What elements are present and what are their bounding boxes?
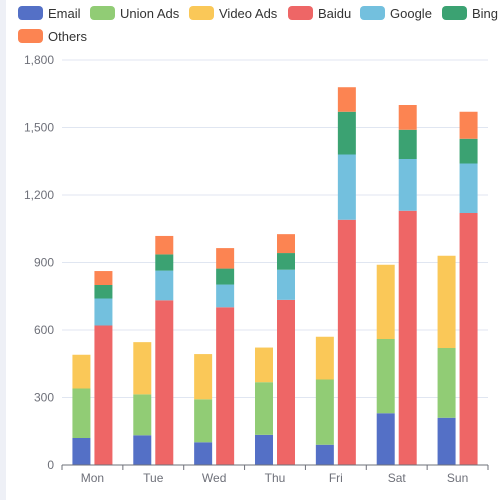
- bar-others-sun[interactable]: [459, 111, 478, 139]
- bar-baidu-thu[interactable]: [277, 299, 295, 465]
- y-axis: 0 300 600 900 1,200 1,500 1,800: [24, 53, 54, 472]
- bar-google-mon[interactable]: [94, 298, 113, 326]
- x-tick-label: Mon: [81, 471, 104, 485]
- bar-bing-wed[interactable]: [216, 268, 235, 285]
- bar-others-sat[interactable]: [398, 105, 417, 130]
- bar-email-fri[interactable]: [315, 444, 334, 465]
- x-axis: Mon Tue Wed Thu Fri Sat Sun: [61, 464, 489, 485]
- x-tick-label: Sun: [447, 471, 468, 485]
- legend-swatch-others: [18, 29, 43, 43]
- bar-email-wed[interactable]: [194, 442, 213, 465]
- legend-item-others[interactable]: Others: [18, 27, 87, 45]
- bar-video-ads-sun[interactable]: [437, 255, 456, 348]
- legend-swatch-baidu: [288, 6, 313, 20]
- legend-item-baidu[interactable]: Baidu: [288, 4, 351, 22]
- bar-baidu-sun[interactable]: [459, 213, 478, 465]
- bars: [72, 87, 478, 466]
- bar-baidu-mon[interactable]: [94, 325, 113, 466]
- bar-email-sun[interactable]: [437, 417, 456, 465]
- bar-bing-sat[interactable]: [398, 129, 417, 159]
- bar-google-sun[interactable]: [459, 163, 478, 214]
- x-tick-label: Thu: [265, 471, 286, 485]
- bar-bing-fri[interactable]: [337, 111, 356, 155]
- bar-others-wed[interactable]: [216, 248, 235, 269]
- bar-video-ads-mon[interactable]: [72, 354, 91, 389]
- bar-others-thu[interactable]: [277, 234, 295, 254]
- bar-video-ads-thu[interactable]: [255, 347, 273, 383]
- legend-label-union-ads: Union Ads: [120, 5, 180, 21]
- gridlines: [62, 59, 488, 398]
- legend-item-google[interactable]: Google: [360, 4, 432, 22]
- bar-others-fri[interactable]: [337, 87, 356, 112]
- bar-google-sat[interactable]: [398, 159, 417, 211]
- bar-union-ads-sat[interactable]: [376, 339, 395, 414]
- legend-swatch-email: [18, 6, 43, 20]
- bar-email-tue[interactable]: [133, 435, 152, 465]
- y-tick-label: 1,800: [24, 53, 54, 67]
- legend-item-union-ads[interactable]: Union Ads: [90, 4, 179, 22]
- bar-bing-mon[interactable]: [94, 285, 113, 299]
- bar-union-ads-tue[interactable]: [133, 394, 152, 436]
- y-tick-label: 0: [47, 458, 54, 472]
- bar-baidu-sat[interactable]: [398, 210, 417, 465]
- bar-baidu-fri[interactable]: [337, 219, 356, 465]
- legend-item-bing[interactable]: Bing: [442, 4, 498, 22]
- y-tick-label: 300: [34, 391, 54, 405]
- bar-email-mon[interactable]: [72, 438, 91, 465]
- y-tick-label: 1,500: [24, 121, 54, 135]
- legend-label-email: Email: [48, 5, 81, 21]
- bar-google-fri[interactable]: [337, 154, 356, 220]
- y-tick-label: 900: [34, 256, 54, 270]
- bar-video-ads-tue[interactable]: [133, 342, 152, 395]
- bar-google-tue[interactable]: [155, 270, 174, 301]
- bar-bing-tue[interactable]: [155, 254, 174, 271]
- legend-item-email[interactable]: Email: [18, 4, 81, 22]
- legend-label-video-ads: Video Ads: [219, 5, 278, 21]
- bar-bing-sun[interactable]: [459, 138, 478, 164]
- bar-bing-thu[interactable]: [277, 253, 295, 270]
- legend-label-baidu: Baidu: [318, 5, 352, 21]
- bar-union-ads-sun[interactable]: [437, 348, 456, 418]
- x-tick-label: Sat: [388, 471, 407, 485]
- bar-others-mon[interactable]: [94, 271, 113, 285]
- bar-baidu-wed[interactable]: [216, 307, 235, 465]
- y-tick-label: 600: [34, 323, 54, 337]
- bar-google-wed[interactable]: [216, 284, 235, 308]
- left-edge-strip: [0, 0, 6, 500]
- x-tick-label: Wed: [202, 471, 226, 485]
- legend-label-google: Google: [390, 5, 432, 21]
- legend-swatch-google: [360, 6, 385, 20]
- x-tick-label: Fri: [329, 471, 343, 485]
- bar-video-ads-sat[interactable]: [376, 264, 395, 339]
- legend-swatch-video-ads: [189, 6, 214, 20]
- legend-label-others: Others: [48, 28, 88, 44]
- bar-others-tue[interactable]: [155, 235, 174, 255]
- bar-email-sat[interactable]: [376, 413, 395, 465]
- legend-item-video-ads[interactable]: Video Ads: [189, 4, 277, 22]
- bar-union-ads-thu[interactable]: [255, 382, 273, 435]
- bar-baidu-tue[interactable]: [155, 300, 174, 465]
- bar-union-ads-mon[interactable]: [72, 388, 91, 439]
- bar-email-thu[interactable]: [255, 434, 273, 465]
- y-tick-label: 1,200: [24, 188, 54, 202]
- bar-video-ads-wed[interactable]: [194, 354, 213, 400]
- legend-swatch-union-ads: [90, 6, 115, 20]
- x-tick-label: Tue: [143, 471, 164, 485]
- bar-google-thu[interactable]: [277, 269, 295, 300]
- bar-video-ads-fri[interactable]: [315, 336, 334, 380]
- legend-swatch-bing: [442, 6, 467, 20]
- bar-union-ads-fri[interactable]: [315, 379, 334, 445]
- legend-label-bing: Bing: [472, 5, 499, 21]
- bar-union-ads-wed[interactable]: [194, 399, 213, 443]
